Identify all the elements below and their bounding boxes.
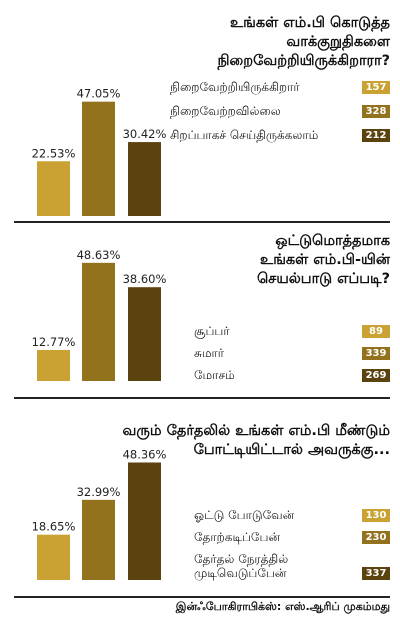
bar-value-label: 48.63% bbox=[77, 248, 121, 262]
chart-title-promises: உங்கள் எம்.பி கொடுத்த வாக்குறுதிகளை நிறை… bbox=[164, 14, 390, 71]
title-line: போட்டியிட்டால் அவருக்கு... bbox=[193, 442, 390, 458]
section-divider bbox=[14, 397, 390, 399]
bar bbox=[82, 262, 115, 381]
section-divider bbox=[14, 596, 390, 598]
legend-label-line: தேர்தல் நேரத்தில் bbox=[194, 552, 289, 566]
legend-performance: சூப்பர் 89 சுமார் 339 மோசம் 269 bbox=[194, 324, 390, 384]
bar-chart-reelection: 18.65% 32.99% 48.36% bbox=[32, 447, 167, 580]
legend-row: சூப்பர் 89 bbox=[194, 324, 390, 338]
bar bbox=[37, 349, 70, 381]
title-line: உங்கள் எம்.பி-யின் bbox=[260, 252, 390, 268]
legend-label: நிறைவேற்றியிருக்கிறார் bbox=[170, 80, 300, 94]
legend-row: சுமார் 339 bbox=[194, 346, 390, 360]
bar-value-label: 22.53% bbox=[32, 146, 76, 160]
legend-label: சுமார் bbox=[194, 346, 225, 360]
count-badge: 269 bbox=[362, 369, 390, 382]
poll-panel-reelection: 18.65% 32.99% 48.36% வரும் தேர்தலில் உங்கள… bbox=[14, 404, 390, 592]
title-line: வாக்குறுதிகளை நிறைவேற்றியிருக்கிறாரா? bbox=[217, 34, 390, 69]
count-badge: 337 bbox=[362, 567, 390, 580]
chart-title-performance: ஒட்டுமொத்தமாக உங்கள் எம்.பி-யின் செயல்பா… bbox=[184, 232, 390, 289]
legend-label: மோசம் bbox=[194, 368, 235, 382]
count-badge: 212 bbox=[362, 129, 390, 142]
poll-panel-performance: 12.77% 48.63% 38.60% ஒட்டுமொத்தமாக உங்கள் … bbox=[14, 228, 390, 392]
legend-row: மோசம் 269 bbox=[194, 368, 390, 382]
legend-label-line: முடிவெடுப்பேன் bbox=[194, 566, 287, 580]
bar-value-label: 48.36% bbox=[123, 447, 167, 461]
bar-value-label: 12.77% bbox=[32, 335, 76, 349]
bar-chart-promises: 22.53% 47.05% 30.42% bbox=[32, 87, 167, 216]
title-line: வரும் தேர்தலில் உங்கள் எம்.பி மீண்டும் bbox=[122, 423, 390, 439]
section-divider bbox=[14, 221, 390, 223]
bar bbox=[37, 534, 70, 580]
count-badge: 328 bbox=[362, 105, 390, 118]
legend-promises: நிறைவேற்றியிருக்கிறார் 157 நிறைவேற்றவில்… bbox=[170, 80, 390, 150]
legend-row: சிறப்பாகச் செய்திருக்கலாம் 212 bbox=[170, 128, 390, 142]
bar-chart-performance: 12.77% 48.63%38.60% bbox=[32, 248, 167, 381]
legend-label: தோற்கடிப்பேன் bbox=[194, 530, 356, 544]
bar-value-label: 30.42% bbox=[123, 127, 167, 141]
bar bbox=[82, 101, 115, 216]
count-badge: 339 bbox=[362, 347, 390, 360]
legend-row: தோற்கடிப்பேன் 230 bbox=[194, 530, 390, 544]
bar-value-label: 32.99% bbox=[77, 485, 121, 499]
count-badge: 130 bbox=[362, 509, 390, 522]
bar-value-label: 47.05% bbox=[77, 87, 121, 101]
title-line: ஒட்டுமொத்தமாக bbox=[275, 233, 390, 249]
legend-row: நிறைவேற்றவில்லை 328 bbox=[170, 104, 390, 118]
bar bbox=[128, 287, 161, 381]
count-badge: 230 bbox=[362, 531, 390, 544]
legend-reelection: ஓட்டு போடுவேன் 130 தோற்கடிப்பேன் 230 தேர… bbox=[194, 508, 390, 584]
legend-label: நிறைவேற்றவில்லை bbox=[170, 104, 281, 118]
chart-title-reelection: வரும் தேர்தலில் உங்கள் எம்.பி மீண்டும் ப… bbox=[54, 422, 390, 460]
legend-row: நிறைவேற்றியிருக்கிறார் 157 bbox=[170, 80, 390, 94]
count-badge: 89 bbox=[362, 325, 390, 338]
legend-label: தேர்தல் நேரத்தில் முடிவெடுப்பேன் bbox=[194, 552, 356, 580]
title-line: செயல்பாடு எப்படி? bbox=[257, 271, 390, 287]
legend-label: ஓட்டு போடுவேன் bbox=[194, 508, 356, 522]
poll-panel-promises: 22.53% 47.05% 30.42% உங்கள் எம்.பி கொடுத்த… bbox=[14, 8, 390, 216]
count-badge: 157 bbox=[362, 81, 390, 94]
legend-label: சூப்பர் bbox=[194, 324, 230, 338]
bar bbox=[37, 161, 70, 216]
legend-label: சிறப்பாகச் செய்திருக்கலாம் bbox=[170, 128, 319, 142]
bar bbox=[82, 499, 115, 580]
footer-credit: இன்ஃபோகிராபிக்ஸ்: எஸ்.ஆரிப் முகம்மது bbox=[175, 600, 390, 613]
bar-value-label: 18.65% bbox=[32, 520, 76, 534]
legend-label-line: தோற்கடிப்பேன் bbox=[194, 530, 281, 544]
bar bbox=[128, 462, 161, 580]
legend-label-line: ஓட்டு போடுவேன் bbox=[194, 508, 295, 522]
legend-row: ஓட்டு போடுவேன் 130 bbox=[194, 508, 390, 522]
bar bbox=[128, 142, 161, 216]
title-line: உங்கள் எம்.பி கொடுத்த bbox=[230, 15, 390, 31]
bar-value-label: 38.60% bbox=[123, 272, 167, 286]
legend-row: தேர்தல் நேரத்தில் முடிவெடுப்பேன் 337 bbox=[194, 552, 390, 580]
